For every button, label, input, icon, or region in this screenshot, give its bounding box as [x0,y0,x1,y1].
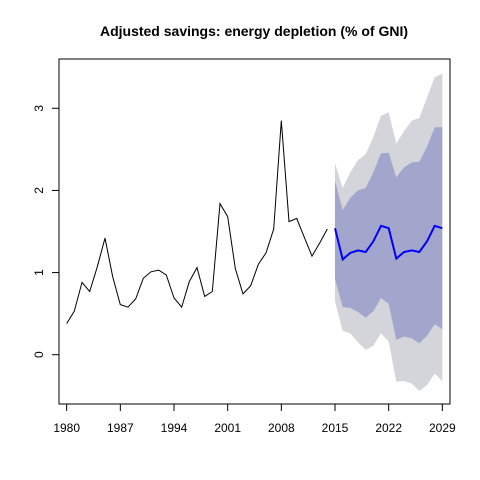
y-tick-label: 3 [32,105,46,112]
y-tick-label: 2 [32,187,46,194]
x-tick-label: 1987 [107,421,134,435]
x-tick-label: 2001 [214,421,241,435]
history-line [66,120,328,324]
ci80-band [335,127,443,344]
x-tick-label: 1994 [161,421,188,435]
y-tick-label: 1 [32,269,46,276]
x-tick-label: 1980 [53,421,80,435]
x-axis: 1980 1987 1994 2001 2008 2015 2022 2029 [53,403,456,435]
x-tick-label: 2015 [322,421,349,435]
y-axis: 0 1 2 3 [32,105,60,358]
ci80-band-layer [335,127,443,344]
y-tick-label: 0 [32,351,46,358]
series-layer [66,120,443,324]
forecast-line [334,224,443,262]
x-tick-label: 2029 [429,421,456,435]
x-tick-label: 2022 [375,421,402,435]
x-tick-label: 2008 [268,421,295,435]
chart-title: Adjusted savings: energy depletion (% of… [100,23,408,39]
